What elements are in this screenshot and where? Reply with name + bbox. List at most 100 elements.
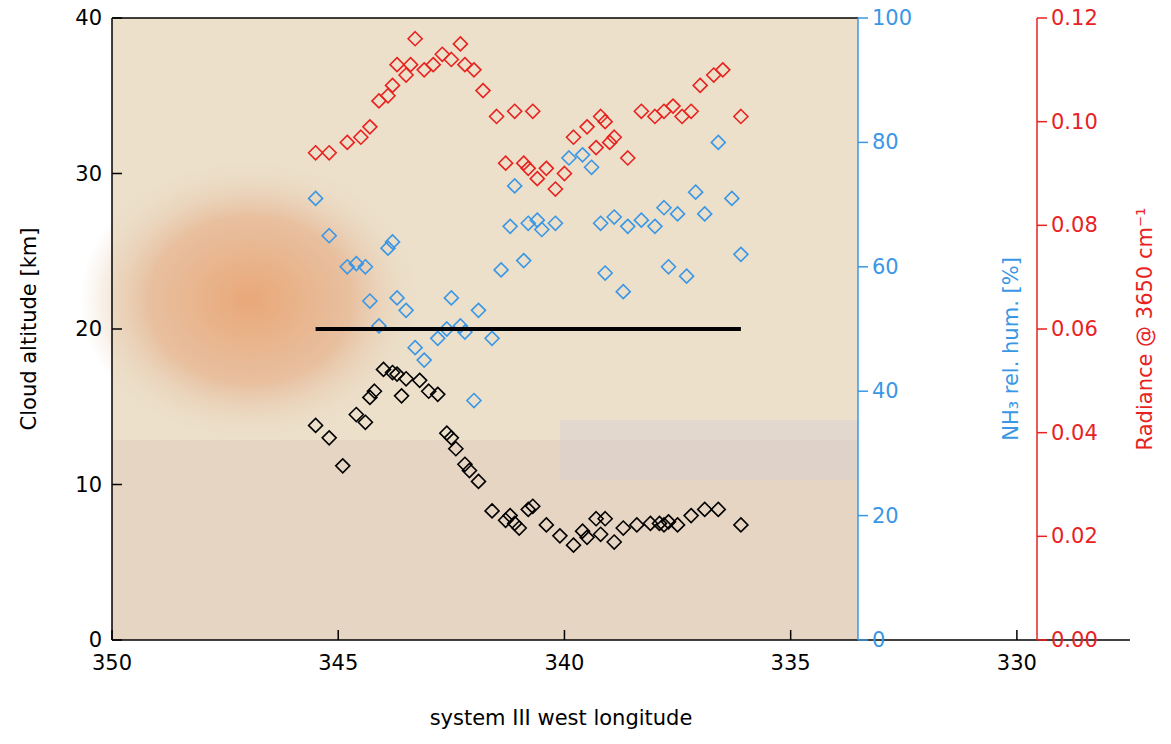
- marker: [671, 207, 685, 221]
- y-tick: [112, 484, 122, 486]
- marker: [548, 216, 562, 230]
- marker: [399, 303, 413, 317]
- x-axis-line: [112, 639, 1130, 641]
- marker: [494, 263, 508, 277]
- marker: [562, 151, 576, 165]
- marker: [566, 538, 580, 552]
- y-tick-label: 10: [75, 473, 102, 497]
- y3-tick: [1037, 328, 1047, 330]
- marker: [716, 63, 730, 77]
- marker: [594, 216, 608, 230]
- series: [309, 362, 748, 552]
- y2-tick: [858, 17, 868, 19]
- marker: [616, 521, 630, 535]
- marker: [404, 58, 418, 72]
- marker: [340, 135, 354, 149]
- series: [309, 135, 748, 407]
- marker: [395, 389, 409, 403]
- marker: [309, 191, 323, 205]
- y3-tick-label: 0.02: [1051, 524, 1098, 548]
- y2-axis-title: NH₃ rel. hum. [%]: [999, 257, 1023, 441]
- plot-area: [309, 32, 748, 552]
- marker: [607, 210, 621, 224]
- y-tick: [112, 328, 122, 330]
- y-tick-label: 40: [75, 6, 102, 30]
- y3-tick: [1037, 536, 1047, 538]
- marker: [390, 291, 404, 305]
- y-tick: [112, 173, 122, 175]
- y-tick-label: 20: [75, 317, 102, 341]
- marker: [363, 294, 377, 308]
- marker: [648, 109, 662, 123]
- marker: [684, 509, 698, 523]
- marker: [431, 331, 445, 345]
- y2-tick-label: 60: [872, 255, 899, 279]
- marker: [467, 394, 481, 408]
- marker: [490, 109, 504, 123]
- marker: [485, 331, 499, 345]
- y2-tick-label: 100: [872, 6, 912, 30]
- marker: [408, 32, 422, 46]
- y3-tick-label: 0.06: [1051, 317, 1098, 341]
- y2-tick-label: 0: [872, 628, 885, 652]
- marker: [309, 418, 323, 432]
- marker: [580, 120, 594, 134]
- marker: [621, 151, 635, 165]
- background: [80, 18, 858, 640]
- marker: [408, 341, 422, 355]
- marker: [580, 530, 594, 544]
- marker: [521, 161, 535, 175]
- marker: [390, 367, 404, 381]
- marker: [467, 63, 481, 77]
- y3-tick: [1037, 639, 1047, 641]
- marker: [526, 499, 540, 513]
- marker: [386, 78, 400, 92]
- marker: [476, 84, 490, 98]
- y2-tick-label: 80: [872, 130, 899, 154]
- marker: [707, 68, 721, 82]
- marker: [553, 529, 567, 543]
- marker: [417, 63, 431, 77]
- marker: [431, 387, 445, 401]
- y3-tick-label: 0.08: [1051, 213, 1098, 237]
- marker: [557, 167, 571, 181]
- marker: [485, 504, 499, 518]
- x-tick: [1016, 630, 1018, 640]
- marker: [539, 518, 553, 532]
- marker: [358, 260, 372, 274]
- marker: [458, 58, 472, 72]
- marker: [399, 372, 413, 386]
- marker: [435, 47, 449, 61]
- marker: [309, 146, 323, 160]
- marker: [372, 94, 386, 108]
- marker: [530, 172, 544, 186]
- marker: [680, 269, 694, 283]
- marker: [648, 219, 662, 233]
- marker: [453, 37, 467, 51]
- marker: [358, 415, 372, 429]
- y3-tick: [1037, 225, 1047, 227]
- marker: [367, 384, 381, 398]
- marker: [634, 213, 648, 227]
- x-tick-label: 340: [544, 651, 584, 675]
- marker: [594, 527, 608, 541]
- marker: [585, 160, 599, 174]
- y2-axis-line: [857, 18, 859, 640]
- y-tick-label: 30: [75, 162, 102, 186]
- y3-axis-title: Radiance @ 3650 cm⁻¹: [1133, 208, 1157, 451]
- marker: [621, 219, 635, 233]
- series: [309, 32, 748, 196]
- marker: [399, 68, 413, 82]
- marker: [662, 260, 676, 274]
- marker: [630, 518, 644, 532]
- marker: [598, 266, 612, 280]
- marker: [512, 521, 526, 535]
- marker: [598, 115, 612, 129]
- marker: [684, 104, 698, 118]
- x-tick-label: 330: [997, 651, 1037, 675]
- y-tick-label: 0: [89, 628, 102, 652]
- marker: [508, 179, 522, 193]
- y3-tick-label: 0.10: [1051, 110, 1098, 134]
- y3-tick: [1037, 17, 1047, 19]
- y2-tick: [858, 142, 868, 144]
